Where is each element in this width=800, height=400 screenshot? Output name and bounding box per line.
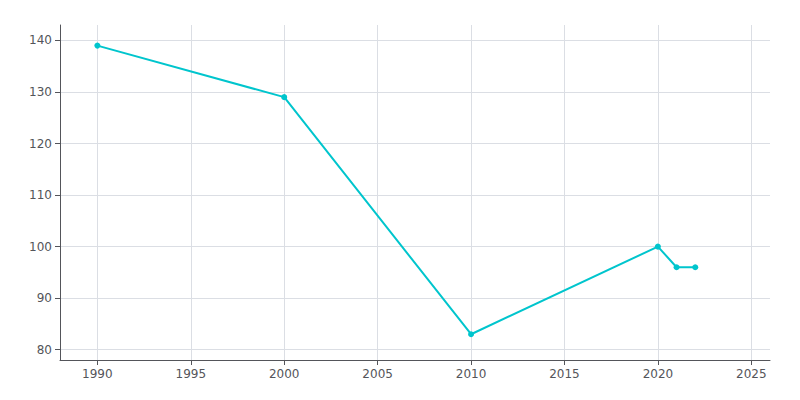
svg-text:1995: 1995 xyxy=(176,367,207,381)
svg-text:1990: 1990 xyxy=(82,367,113,381)
svg-text:120: 120 xyxy=(29,137,52,151)
svg-text:2005: 2005 xyxy=(362,367,393,381)
svg-text:2010: 2010 xyxy=(456,367,487,381)
svg-text:80: 80 xyxy=(37,343,52,357)
svg-text:2025: 2025 xyxy=(736,367,767,381)
svg-text:100: 100 xyxy=(29,240,52,254)
svg-text:140: 140 xyxy=(29,33,52,47)
svg-text:2020: 2020 xyxy=(643,367,674,381)
svg-text:110: 110 xyxy=(29,188,52,202)
svg-text:130: 130 xyxy=(29,85,52,99)
svg-text:2000: 2000 xyxy=(269,367,300,381)
svg-text:90: 90 xyxy=(37,291,52,305)
svg-text:2015: 2015 xyxy=(549,367,580,381)
